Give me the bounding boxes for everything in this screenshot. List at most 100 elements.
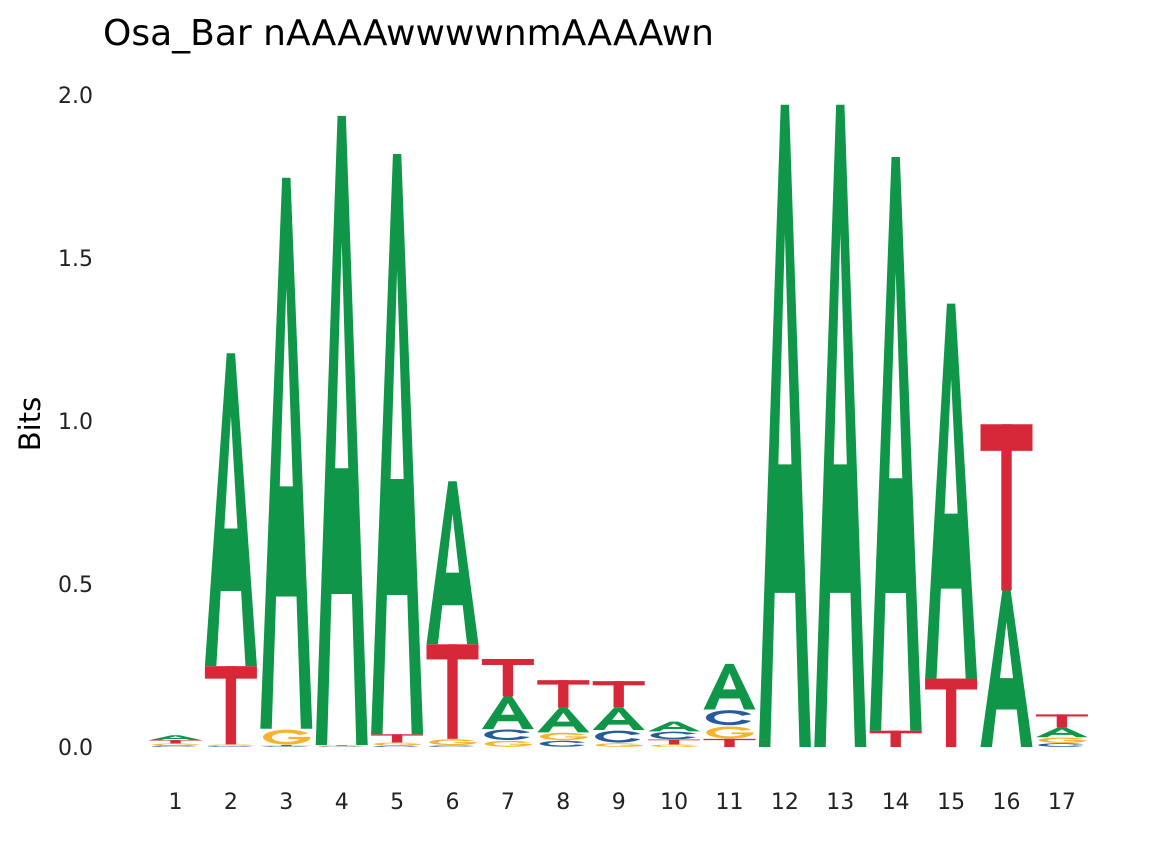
x-tick-label: 7 bbox=[501, 790, 515, 815]
logo-letter-T bbox=[1035, 714, 1088, 728]
logo-letter-T bbox=[426, 644, 479, 739]
x-tick-label: 10 bbox=[660, 790, 688, 815]
logo-letter-T bbox=[204, 666, 257, 745]
x-tick-label: 12 bbox=[771, 790, 799, 815]
logo-column bbox=[703, 663, 756, 747]
y-tick-label: 1.0 bbox=[58, 410, 93, 435]
logo-letter-T bbox=[648, 739, 701, 745]
logo-column bbox=[371, 154, 424, 747]
logo-letter-C bbox=[428, 745, 475, 747]
logo-column bbox=[260, 177, 313, 747]
logo-column bbox=[315, 115, 368, 747]
logo-letter-G bbox=[152, 743, 200, 746]
logo-column bbox=[592, 681, 645, 747]
x-tick-label: 5 bbox=[390, 790, 404, 815]
logo-letter-C bbox=[207, 746, 253, 747]
logo-column bbox=[869, 156, 922, 747]
logo-letter-G bbox=[429, 739, 477, 746]
logo-stacks bbox=[149, 104, 1088, 747]
y-axis-ticks: 0.0 0.5 1.0 1.5 2.0 bbox=[58, 84, 93, 761]
logo-letter-A bbox=[149, 735, 202, 741]
logo-letter-T bbox=[260, 745, 313, 747]
y-axis-label: Bits bbox=[13, 397, 47, 451]
logo-letter-G bbox=[318, 745, 366, 747]
logo-letter-G bbox=[595, 743, 643, 747]
logo-letter-G bbox=[540, 732, 588, 741]
logo-letter-G bbox=[207, 744, 255, 746]
logo-letter-C bbox=[705, 710, 752, 726]
x-tick-label: 14 bbox=[882, 790, 910, 815]
x-tick-label: 9 bbox=[612, 790, 626, 815]
logo-letter-A bbox=[481, 696, 534, 730]
logo-column bbox=[537, 680, 590, 747]
x-tick-label: 1 bbox=[169, 790, 183, 815]
logo-letter-G bbox=[373, 742, 422, 746]
logo-letter-G bbox=[263, 729, 311, 745]
logo-letter-C bbox=[151, 745, 198, 747]
x-tick-label: 17 bbox=[1048, 790, 1076, 815]
logo-letter-T bbox=[703, 738, 756, 747]
logo-letter-T bbox=[481, 658, 534, 697]
x-tick-label: 13 bbox=[826, 790, 854, 815]
y-tick-label: 1.5 bbox=[58, 247, 93, 272]
logo-letter-T bbox=[537, 680, 590, 708]
logo-letter-A bbox=[371, 154, 424, 735]
chart-title: Osa_Bar nAAAAwwwwnmAAAAwn bbox=[103, 13, 714, 54]
logo-letter-G bbox=[484, 740, 532, 747]
logo-letter-T bbox=[980, 424, 1033, 591]
logo-letter-A bbox=[537, 707, 590, 733]
logo-letter-A bbox=[814, 104, 867, 747]
logo-letter-T bbox=[315, 745, 368, 746]
logo-letter-C bbox=[373, 745, 419, 747]
x-axis-ticks: 1 2 3 4 5 6 7 8 9 10 11 12 13 14 15 16 17 bbox=[169, 790, 1076, 815]
logo-column bbox=[648, 721, 701, 747]
logo-letter-A bbox=[703, 663, 756, 710]
logo-letter-C bbox=[1038, 743, 1084, 747]
y-tick-label: 0.5 bbox=[58, 573, 93, 598]
logo-letter-T bbox=[149, 740, 202, 744]
logo-letter-C bbox=[318, 746, 364, 747]
logo-letter-G bbox=[1038, 737, 1086, 743]
logo-column bbox=[149, 735, 202, 747]
logo-letter-A bbox=[925, 303, 978, 679]
x-tick-label: 11 bbox=[716, 790, 744, 815]
logo-column bbox=[426, 481, 479, 747]
logo-letter-C bbox=[262, 746, 309, 747]
logo-letter-G bbox=[706, 726, 754, 739]
logo-letter-C bbox=[484, 729, 530, 741]
x-tick-label: 6 bbox=[446, 790, 460, 815]
logo-column bbox=[204, 353, 257, 747]
x-tick-label: 15 bbox=[937, 790, 965, 815]
x-tick-label: 3 bbox=[279, 790, 293, 815]
logo-column bbox=[758, 104, 811, 747]
logo-letter-T bbox=[371, 734, 424, 743]
logo-letter-G bbox=[650, 744, 699, 747]
logo-column bbox=[814, 104, 867, 747]
x-tick-label: 4 bbox=[335, 790, 349, 815]
logo-letter-A bbox=[426, 481, 479, 645]
logo-letter-C bbox=[650, 731, 696, 740]
logo-letter-A bbox=[1035, 727, 1088, 738]
logo-letter-C bbox=[595, 730, 641, 743]
logo-letter-T bbox=[869, 730, 922, 747]
x-tick-label: 16 bbox=[993, 790, 1021, 815]
logo-letter-A bbox=[204, 353, 257, 667]
logo-letter-T bbox=[592, 681, 645, 708]
logo-letter-A bbox=[315, 115, 368, 746]
logo-letter-C bbox=[539, 740, 586, 747]
x-tick-label: 2 bbox=[224, 790, 238, 815]
y-tick-label: 2.0 bbox=[58, 84, 93, 109]
logo-column bbox=[481, 658, 534, 747]
logo-column bbox=[1035, 714, 1088, 747]
logo-letter-A bbox=[980, 590, 1033, 747]
logo-letter-T bbox=[925, 678, 978, 747]
y-tick-label: 0.0 bbox=[58, 736, 93, 761]
logo-letter-A bbox=[592, 707, 645, 731]
logo-letter-A bbox=[648, 721, 701, 732]
logo-letter-A bbox=[869, 156, 922, 731]
logo-letter-A bbox=[260, 177, 313, 729]
logo-column bbox=[980, 424, 1033, 747]
x-tick-label: 8 bbox=[556, 790, 570, 815]
logo-letter-A bbox=[758, 104, 811, 747]
